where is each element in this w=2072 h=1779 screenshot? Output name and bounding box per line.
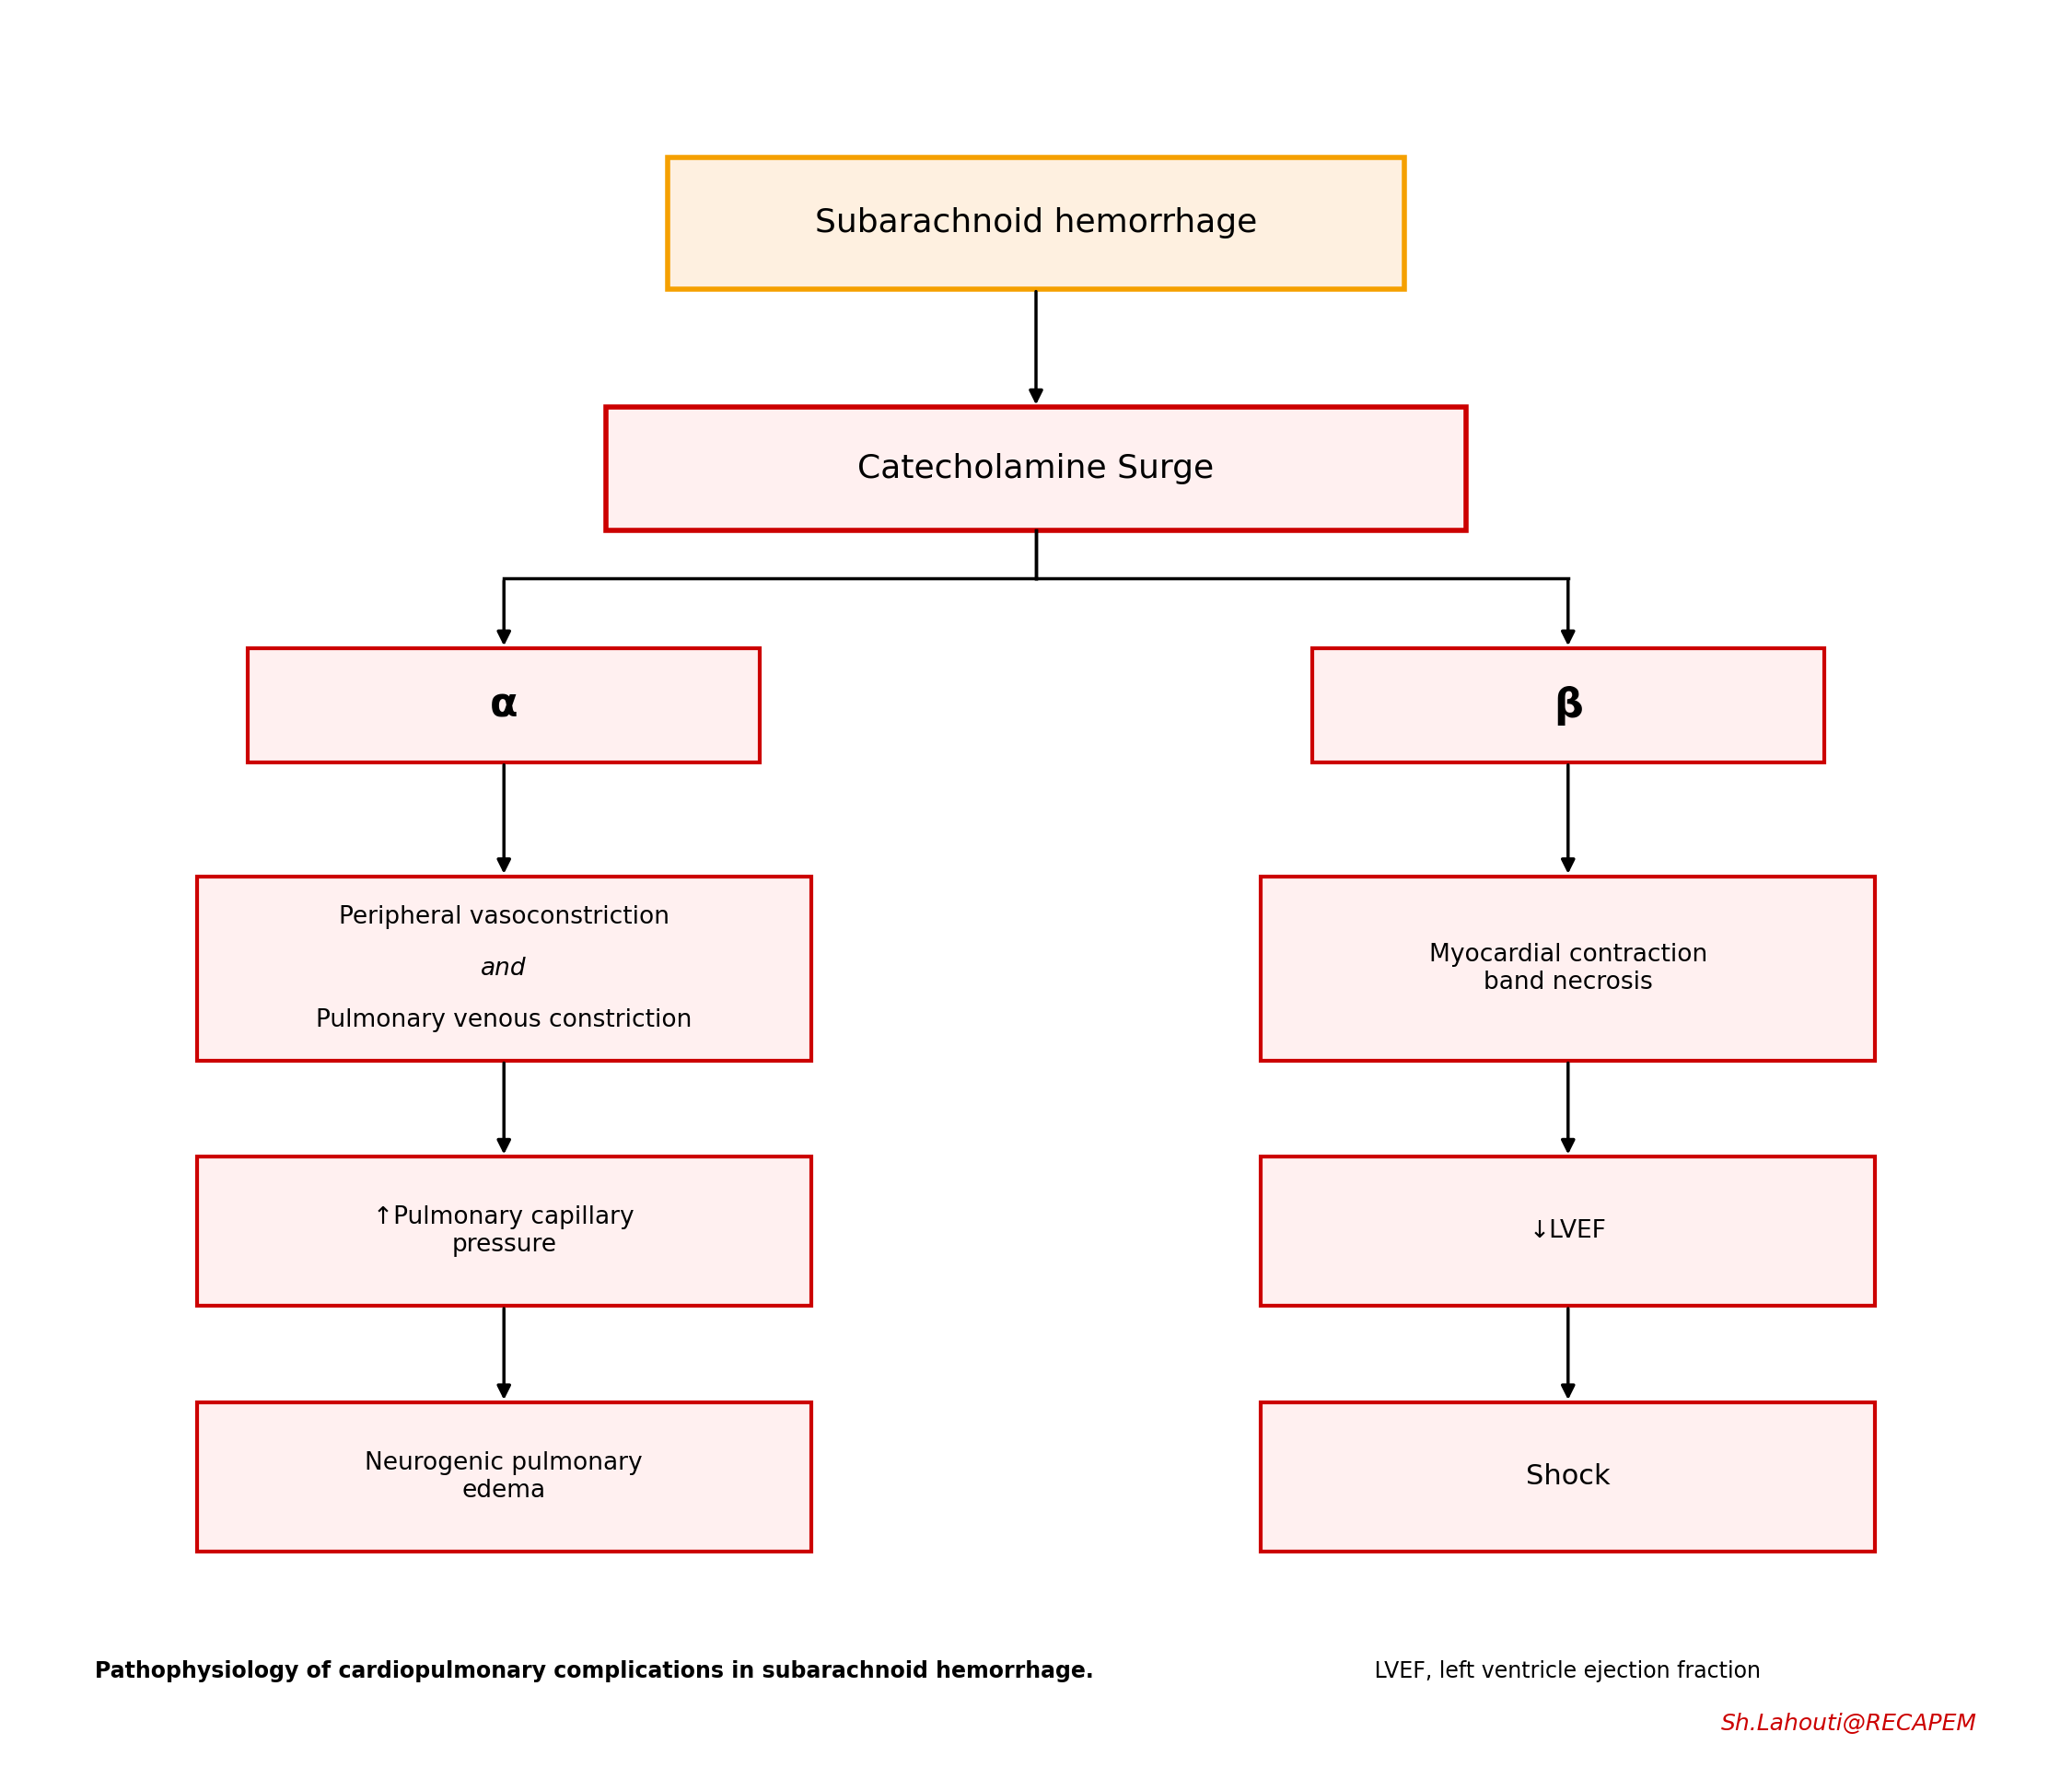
Text: Pulmonary venous constriction: Pulmonary venous constriction xyxy=(315,1009,692,1032)
Text: Pathophysiology of cardiopulmonary complications in subarachnoid hemorrhage.: Pathophysiology of cardiopulmonary compl… xyxy=(95,1660,1094,1683)
Text: α: α xyxy=(489,685,518,726)
FancyBboxPatch shape xyxy=(197,877,810,1060)
FancyBboxPatch shape xyxy=(607,407,1465,530)
Text: and: and xyxy=(481,957,526,980)
Text: Subarachnoid hemorrhage: Subarachnoid hemorrhage xyxy=(814,208,1258,238)
Text: Peripheral vasoconstriction: Peripheral vasoconstriction xyxy=(338,906,669,929)
Text: ↓LVEF: ↓LVEF xyxy=(1529,1219,1606,1244)
FancyBboxPatch shape xyxy=(197,1156,810,1306)
FancyBboxPatch shape xyxy=(667,158,1405,288)
FancyBboxPatch shape xyxy=(249,648,760,763)
Text: Sh.Lahouti@RECAPEM: Sh.Lahouti@RECAPEM xyxy=(1722,1713,1977,1735)
Text: β: β xyxy=(1554,685,1583,726)
FancyBboxPatch shape xyxy=(1262,877,1875,1060)
Text: Catecholamine Surge: Catecholamine Surge xyxy=(858,454,1214,484)
FancyBboxPatch shape xyxy=(1262,1402,1875,1551)
Text: LVEF, left ventricle ejection fraction: LVEF, left ventricle ejection fraction xyxy=(1368,1660,1761,1683)
Text: Shock: Shock xyxy=(1525,1464,1610,1491)
FancyBboxPatch shape xyxy=(1262,1156,1875,1306)
Text: Myocardial contraction
band necrosis: Myocardial contraction band necrosis xyxy=(1430,943,1707,994)
Text: Neurogenic pulmonary
edema: Neurogenic pulmonary edema xyxy=(365,1452,642,1503)
FancyBboxPatch shape xyxy=(197,1402,810,1551)
FancyBboxPatch shape xyxy=(1312,648,1823,763)
Text: ↑Pulmonary capillary
pressure: ↑Pulmonary capillary pressure xyxy=(373,1206,634,1258)
